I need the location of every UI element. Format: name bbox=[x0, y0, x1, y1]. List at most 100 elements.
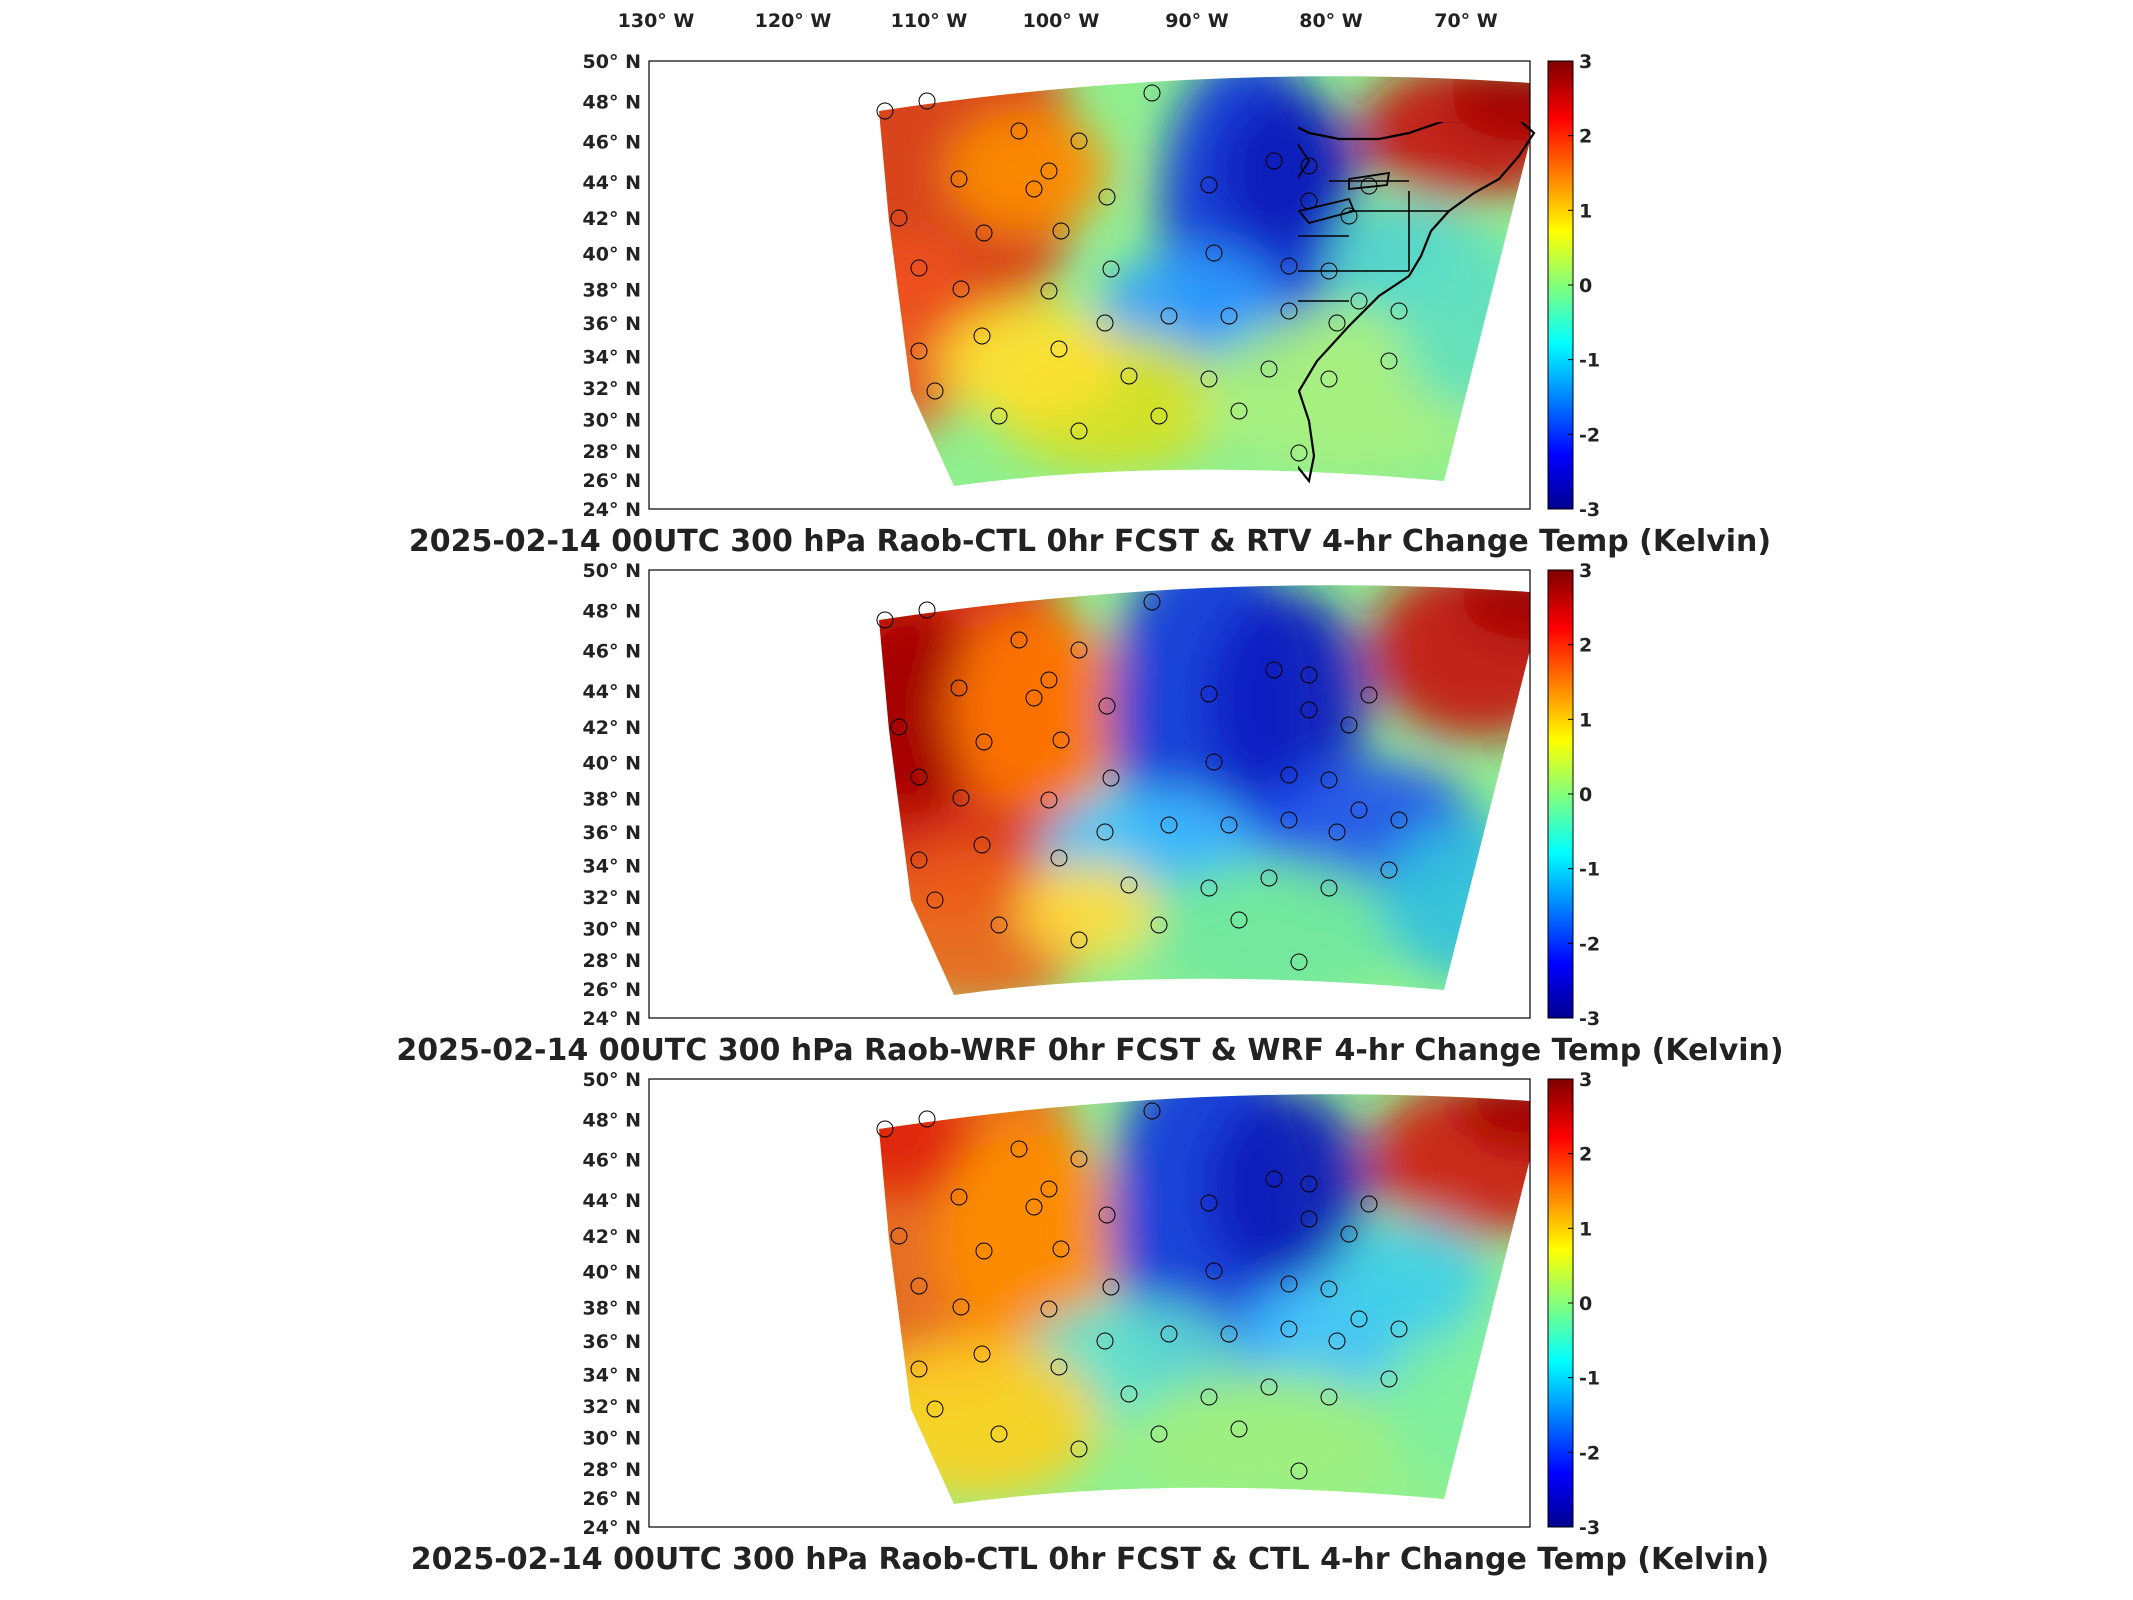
raob-station-marker bbox=[890, 718, 908, 736]
longitude-tick-label: 90° W bbox=[1165, 10, 1229, 32]
raob-station-marker bbox=[1160, 1325, 1178, 1343]
raob-station-marker bbox=[876, 1120, 894, 1138]
raob-station-marker bbox=[1200, 879, 1218, 897]
temperature-change-field bbox=[879, 76, 1530, 487]
raob-station-marker bbox=[1350, 1310, 1368, 1328]
colorbar-tick-label: -1 bbox=[1579, 350, 1600, 372]
colorbar-tick-label: -3 bbox=[1579, 1517, 1600, 1539]
map-panel: 50° N 48° N 46° N 44° N 42° N 40° N 38° N 36° N… bbox=[411, 1069, 1769, 1577]
raob-station-marker bbox=[876, 611, 894, 629]
raob-station-marker bbox=[1040, 282, 1058, 300]
raob-station-marker bbox=[1230, 911, 1248, 929]
latitude-tick-label: 24° N bbox=[583, 1517, 641, 1539]
raob-station-marker bbox=[1010, 122, 1028, 140]
raob-station-marker bbox=[1290, 444, 1308, 462]
raob-station-marker bbox=[1150, 407, 1168, 425]
raob-station-marker bbox=[952, 280, 970, 298]
latitude-tick-label: 46° N bbox=[583, 132, 641, 154]
raob-station-marker bbox=[1070, 422, 1088, 440]
latitude-tick-label: 36° N bbox=[583, 313, 641, 335]
raob-station-marker bbox=[1050, 340, 1068, 358]
latitude-tick-label: 32° N bbox=[583, 378, 641, 400]
raob-station-marker bbox=[990, 407, 1008, 425]
raob-station-marker bbox=[1390, 811, 1408, 829]
raob-station-marker bbox=[990, 1425, 1008, 1443]
latitude-tick-label: 28° N bbox=[583, 1459, 641, 1481]
raob-station-marker bbox=[1052, 1240, 1070, 1258]
raob-station-marker bbox=[950, 170, 968, 188]
raob-station-marker bbox=[1340, 1225, 1358, 1243]
latitude-tick-label: 48° N bbox=[583, 1109, 641, 1131]
raob-station-marker bbox=[1260, 869, 1278, 887]
raob-station-marker bbox=[1230, 402, 1248, 420]
raob-station-marker bbox=[910, 1360, 928, 1378]
raob-station-marker bbox=[918, 92, 936, 110]
raob-station-marker bbox=[1070, 132, 1088, 150]
longitude-tick-label: 80° W bbox=[1299, 10, 1363, 32]
latitude-tick-label: 28° N bbox=[583, 441, 641, 463]
raob-station-marker bbox=[1260, 1378, 1278, 1396]
longitude-tick-label: 110° W bbox=[891, 10, 968, 32]
raob-station-marker bbox=[918, 1110, 936, 1128]
raob-station-marker bbox=[1280, 1320, 1298, 1338]
raob-station-marker bbox=[1143, 1102, 1161, 1120]
longitude-tick-label: 100° W bbox=[1023, 10, 1100, 32]
raob-station-marker bbox=[1120, 876, 1138, 894]
raob-station-marker bbox=[952, 1298, 970, 1316]
latitude-tick-label: 34° N bbox=[583, 1365, 641, 1387]
raob-station-marker bbox=[1328, 1332, 1346, 1350]
raob-station-marker bbox=[1040, 1300, 1058, 1318]
raob-station-marker bbox=[1300, 192, 1318, 210]
latitude-tick-label: 36° N bbox=[583, 1331, 641, 1353]
latitude-tick-label: 36° N bbox=[583, 822, 641, 844]
raob-station-marker bbox=[910, 342, 928, 360]
latitude-tick-label: 38° N bbox=[583, 1297, 641, 1319]
raob-station-marker bbox=[1050, 1358, 1068, 1376]
latitude-tick-label: 50° N bbox=[583, 1069, 641, 1091]
raob-station-marker bbox=[973, 327, 991, 345]
raob-station-marker bbox=[1070, 931, 1088, 949]
latitude-tick-label: 44° N bbox=[583, 1190, 641, 1212]
latitude-tick-label: 30° N bbox=[583, 918, 641, 940]
colorbar-tick-label: 2 bbox=[1579, 126, 1592, 148]
raob-station-marker bbox=[1220, 816, 1238, 834]
raob-station-marker bbox=[952, 789, 970, 807]
latitude-tick-label: 44° N bbox=[583, 172, 641, 194]
raob-station-marker bbox=[1070, 641, 1088, 659]
raob-station-marker bbox=[1260, 360, 1278, 378]
raob-station-marker bbox=[910, 1277, 928, 1295]
raob-station-marker bbox=[1102, 769, 1120, 787]
longitude-tick-label: 120° W bbox=[755, 10, 832, 32]
raob-station-marker bbox=[1350, 292, 1368, 310]
raob-station-marker bbox=[1200, 1388, 1218, 1406]
raob-station-marker bbox=[1280, 811, 1298, 829]
temperature-change-field bbox=[879, 1094, 1530, 1504]
colorbar-tick-label: 2 bbox=[1579, 635, 1592, 657]
raob-station-marker bbox=[1040, 791, 1058, 809]
raob-station-marker bbox=[1320, 771, 1338, 789]
latitude-tick-label: 50° N bbox=[583, 51, 641, 73]
latitude-tick-label: 50° N bbox=[583, 560, 641, 582]
raob-station-marker bbox=[1280, 302, 1298, 320]
latitude-tick-label: 38° N bbox=[583, 788, 641, 810]
raob-stations bbox=[876, 84, 1408, 462]
raob-station-marker bbox=[1320, 370, 1338, 388]
raob-station-marker bbox=[1360, 177, 1378, 195]
raob-station-marker bbox=[1280, 1275, 1298, 1293]
raob-station-marker bbox=[1280, 257, 1298, 275]
raob-station-marker bbox=[926, 891, 944, 909]
raob-station-marker bbox=[1040, 671, 1058, 689]
raob-station-marker bbox=[1040, 162, 1058, 180]
latitude-tick-label: 26° N bbox=[583, 1488, 641, 1510]
raob-station-marker bbox=[1390, 302, 1408, 320]
raob-station-marker bbox=[876, 102, 894, 120]
raob-station-marker bbox=[1025, 689, 1043, 707]
raob-station-marker bbox=[1098, 697, 1116, 715]
panel-title: 2025-02-14 00UTC 300 hPa Raob-CTL 0hr FC… bbox=[411, 1542, 1769, 1577]
latitude-tick-label: 42° N bbox=[583, 1226, 641, 1248]
raob-station-marker bbox=[1120, 1385, 1138, 1403]
colorbar-tick-label: -2 bbox=[1579, 933, 1600, 955]
raob-station-marker bbox=[1096, 314, 1114, 332]
colorbar-tick-label: 2 bbox=[1579, 1144, 1592, 1166]
latitude-tick-label: 46° N bbox=[583, 1150, 641, 1172]
